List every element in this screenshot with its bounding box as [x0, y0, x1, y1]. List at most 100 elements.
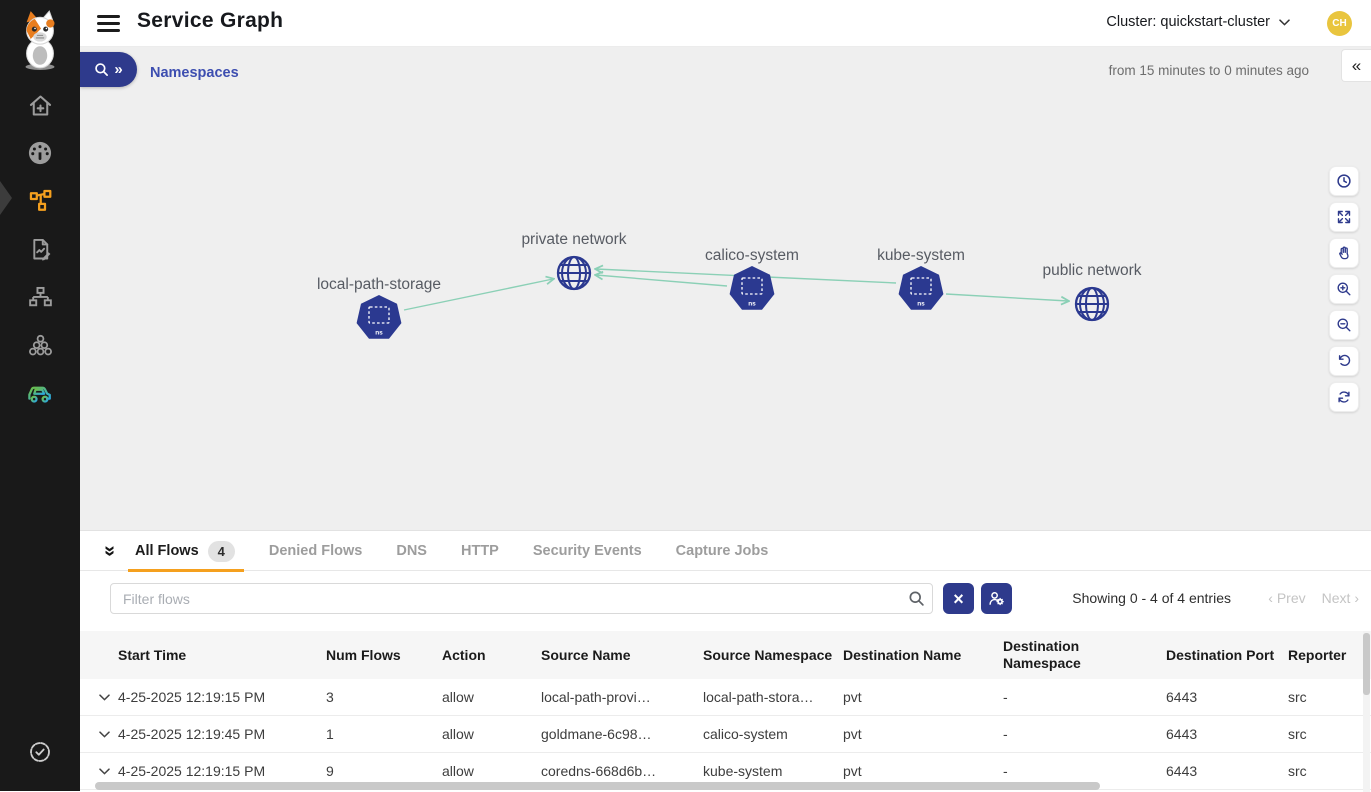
car-icon: [28, 386, 51, 403]
table-cell: kube-system: [703, 763, 783, 779]
sidebar-item-compliance[interactable]: [0, 739, 80, 765]
tab-dns[interactable]: DNS: [396, 531, 427, 571]
certificate-check-icon: [30, 742, 50, 762]
table-cell: -: [1003, 763, 1008, 779]
column-header[interactable]: Reporter: [1288, 646, 1347, 663]
row-expand-chevron-icon[interactable]: [90, 693, 118, 701]
table-cell: calico-system: [703, 726, 788, 742]
table-cell: src: [1288, 763, 1307, 779]
cluster-select[interactable]: Cluster: quickstart-cluster: [1106, 14, 1290, 30]
sidebar-item-network[interactable]: [0, 284, 80, 311]
horizontal-scrollbar[interactable]: [95, 782, 1100, 790]
column-header[interactable]: Destination Name: [843, 646, 962, 663]
table-cell: 4-25-2025 12:19:15 PM: [118, 689, 266, 705]
panel-collapse-chevrons-icon[interactable]: «: [98, 544, 120, 557]
tab-http[interactable]: HTTP: [461, 531, 499, 571]
flows-filter-row: × Showing 0 - 4 of 4 entries ‹ Prev Next…: [80, 583, 1371, 615]
table-cell: 1: [326, 726, 334, 742]
table-cell: coredns-668d6b…: [541, 763, 657, 779]
column-header[interactable]: Start Time: [118, 646, 187, 663]
table-row[interactable]: 4-25-2025 12:19:45 PM 1 allow goldmane-6c98…: [80, 716, 1371, 753]
time-settings-button[interactable]: [1329, 166, 1359, 196]
pan-button[interactable]: [1329, 238, 1359, 268]
table-cell: pvt: [843, 763, 862, 779]
sidebar-item-reports[interactable]: [0, 236, 80, 263]
avatar[interactable]: CH: [1327, 11, 1352, 36]
top-header: Service Graph Cluster: quickstart-cluste…: [80, 0, 1371, 47]
column-header[interactable]: Destination Port: [1166, 646, 1275, 663]
zoom-in-icon: [1337, 282, 1351, 296]
next-button[interactable]: Next ›: [1321, 590, 1359, 606]
refresh-icon: [1338, 391, 1350, 403]
table-cell: 6443: [1166, 726, 1198, 742]
graph-node-kube-system[interactable]: ns: [898, 266, 944, 310]
tab-capture-jobs[interactable]: Capture Jobs: [676, 531, 769, 571]
zoom-out-button[interactable]: [1329, 310, 1359, 340]
sidebar-item-service-graph[interactable]: [0, 187, 80, 214]
graph-search-pill[interactable]: »: [80, 52, 137, 87]
breadcrumb[interactable]: Namespaces: [150, 65, 239, 81]
fit-screen-icon: [1337, 210, 1351, 224]
hand-pan-icon: [1339, 246, 1349, 260]
active-item-notch: [0, 181, 12, 215]
time-range-label: from 15 minutes to 0 minutes ago: [1108, 63, 1309, 78]
vertical-scrollbar[interactable]: [1363, 633, 1370, 695]
fit-to-screen-button[interactable]: [1329, 202, 1359, 232]
table-row[interactable]: 4-25-2025 12:19:15 PM 3 allow local-path-pr…: [80, 679, 1371, 716]
row-expand-chevron-icon[interactable]: [90, 730, 118, 738]
clear-filter-button[interactable]: ×: [943, 583, 974, 614]
hamburger-menu-icon[interactable]: [97, 15, 120, 36]
graph-edge-local-path-storage-to-private-network[interactable]: [403, 279, 553, 311]
graph-node-label: calico-system: [705, 247, 799, 264]
column-header[interactable]: Destination Namespace: [1003, 638, 1081, 671]
tab-security-events[interactable]: Security Events: [533, 531, 642, 571]
zoom-in-button[interactable]: [1329, 274, 1359, 304]
tab-label: Capture Jobs: [675, 543, 769, 559]
column-header[interactable]: Source Name: [541, 646, 631, 663]
column-header[interactable]: Source Namespace: [703, 646, 833, 663]
column-header[interactable]: Num Flows: [326, 646, 401, 663]
user-settings-button[interactable]: [981, 583, 1012, 614]
sidebar-item-dashboard[interactable]: [0, 139, 80, 167]
tab-denied-flows[interactable]: Denied Flows: [269, 531, 362, 571]
table-cell: allow: [442, 689, 474, 705]
showing-entries-label: Showing 0 - 4 of 4 entries: [1072, 590, 1231, 606]
sidebar-item-flow-logs[interactable]: [0, 378, 80, 408]
tab-count-badge: 4: [207, 540, 235, 562]
undo-icon: [1338, 354, 1351, 366]
network-tree-icon: [28, 286, 52, 307]
table-cell: 9: [326, 763, 334, 779]
service-graph-svg[interactable]: ns local-path-storage private network ns cal…: [80, 47, 1371, 530]
flows-table: Start Time Num Flows Action Source Name Sour…: [80, 631, 1371, 790]
cluster-select-label: Cluster: quickstart-cluster: [1106, 14, 1270, 30]
right-panel-collapse-button[interactable]: «: [1341, 49, 1371, 82]
graph-node-calico-system[interactable]: ns: [729, 266, 775, 310]
table-cell: allow: [442, 763, 474, 779]
graph-node-private-network[interactable]: [556, 255, 592, 291]
table-cell: 6443: [1166, 689, 1198, 705]
table-cell: local-path-provi…: [541, 689, 651, 705]
tab-label: DNS: [396, 543, 427, 559]
refresh-layout-button[interactable]: [1329, 382, 1359, 412]
filter-flows-input[interactable]: [110, 583, 933, 614]
graph-node-public-network[interactable]: [1074, 286, 1110, 322]
undo-layout-button[interactable]: [1329, 346, 1359, 376]
sidebar: [0, 0, 80, 791]
graph-node-local-path-storage[interactable]: ns: [356, 295, 402, 339]
table-cell: pvt: [843, 726, 862, 742]
prev-button[interactable]: ‹ Prev: [1268, 590, 1306, 606]
table-cell: 4-25-2025 12:19:45 PM: [118, 726, 266, 742]
column-header[interactable]: Action: [442, 646, 486, 663]
row-expand-chevron-icon[interactable]: [90, 767, 118, 775]
tab-all-flows[interactable]: All Flows 4: [128, 531, 244, 572]
graph-edge-kube-system-to-public-network[interactable]: [945, 293, 1068, 301]
calico-cat-logo: [0, 9, 80, 71]
flows-table-header: Start Time Num Flows Action Source Name Sour…: [80, 631, 1371, 679]
tab-label: Denied Flows: [268, 543, 363, 559]
table-cell: 4-25-2025 12:19:15 PM: [118, 763, 266, 779]
graph-edge-calico-system-to-private-network[interactable]: [596, 275, 728, 287]
sidebar-item-workloads[interactable]: [0, 332, 80, 359]
sidebar-item-home[interactable]: [0, 92, 80, 119]
table-cell: pvt: [843, 689, 862, 705]
flows-tabs: All Flows 4 Denied Flows DNS HTTP Security Ev…: [128, 531, 802, 572]
